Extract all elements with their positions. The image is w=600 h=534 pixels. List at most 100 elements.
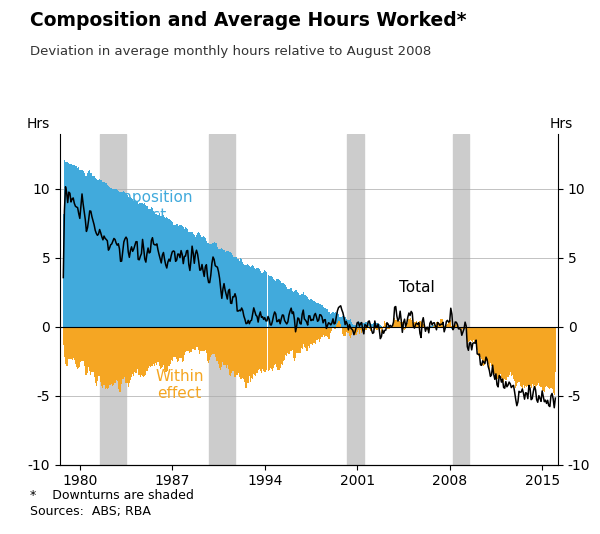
Bar [505, 327, 506, 380]
Bar [295, 289, 296, 327]
Bar [162, 216, 163, 327]
Bar [488, 327, 489, 331]
Bar [118, 191, 119, 327]
Bar [523, 327, 524, 385]
Bar [272, 327, 273, 371]
Bar [235, 257, 236, 327]
Bar [339, 317, 340, 327]
Bar [141, 327, 142, 375]
Bar [398, 326, 400, 327]
Bar [106, 327, 107, 388]
Bar [96, 327, 97, 386]
Bar [491, 327, 492, 331]
Bar [257, 327, 259, 370]
Bar [238, 327, 239, 373]
Bar [466, 327, 467, 336]
Bar [73, 165, 74, 327]
Bar [254, 327, 256, 375]
Bar [547, 327, 548, 387]
Bar [374, 327, 376, 329]
Bar [243, 327, 244, 380]
Bar [116, 190, 118, 327]
Bar [70, 164, 71, 327]
Bar [525, 327, 526, 335]
Bar [86, 176, 87, 327]
Bar [80, 170, 82, 327]
Bar [515, 327, 516, 388]
Bar [461, 327, 463, 328]
Bar [143, 327, 144, 377]
Bar [483, 327, 484, 366]
Bar [320, 327, 322, 339]
Bar [317, 327, 318, 340]
Bar [254, 268, 256, 327]
Bar [87, 172, 88, 327]
Bar [186, 228, 187, 327]
Bar [198, 232, 199, 327]
Bar [104, 183, 106, 327]
Bar [167, 327, 169, 371]
Bar [193, 234, 194, 327]
Bar [257, 268, 259, 327]
Bar [110, 327, 111, 386]
Bar [360, 327, 361, 329]
Bar [377, 327, 379, 328]
Bar [193, 327, 194, 349]
Text: Deviation in average monthly hours relative to August 2008: Deviation in average monthly hours relat… [30, 45, 431, 58]
Bar [384, 321, 385, 327]
Bar [307, 327, 308, 351]
Bar [470, 327, 471, 340]
Bar [149, 209, 150, 327]
Bar [454, 325, 455, 327]
Bar [460, 327, 461, 328]
Bar [370, 327, 371, 331]
Bar [287, 289, 289, 327]
Bar [400, 326, 401, 327]
Bar [385, 326, 386, 327]
Bar [535, 327, 536, 337]
Bar [75, 327, 76, 364]
Bar [526, 327, 527, 387]
Bar [505, 327, 506, 333]
Bar [136, 201, 137, 327]
Bar [214, 327, 215, 355]
Bar [155, 327, 157, 363]
Bar [260, 327, 261, 371]
Bar [266, 327, 268, 370]
Bar [202, 237, 203, 327]
Bar [209, 327, 210, 360]
Bar [554, 327, 555, 395]
Bar [236, 259, 238, 327]
Bar [239, 327, 240, 376]
Bar [369, 323, 370, 327]
Bar [252, 264, 253, 327]
Bar [223, 250, 224, 327]
Bar [344, 327, 346, 336]
Bar [479, 327, 480, 356]
Bar [421, 321, 422, 327]
Bar [471, 327, 472, 341]
Bar [78, 327, 79, 368]
Bar [196, 235, 197, 327]
Bar [530, 327, 532, 388]
Bar [184, 229, 185, 327]
Bar [405, 325, 406, 327]
Text: *    Downturns are shaded: * Downturns are shaded [30, 489, 194, 501]
Bar [141, 203, 142, 327]
Bar [482, 327, 483, 331]
Bar [518, 327, 520, 334]
Bar [88, 171, 89, 327]
Bar [502, 327, 503, 333]
Bar [463, 327, 464, 329]
Bar [534, 327, 535, 385]
Bar [142, 203, 143, 327]
Bar [152, 208, 153, 327]
Bar [274, 280, 275, 327]
Bar [372, 327, 373, 328]
Bar [240, 327, 241, 379]
Bar [207, 242, 208, 327]
Bar [525, 327, 526, 386]
Bar [82, 327, 83, 362]
Bar [335, 327, 336, 329]
Bar [478, 327, 479, 331]
